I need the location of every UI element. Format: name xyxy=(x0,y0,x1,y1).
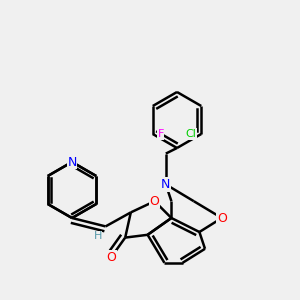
Text: F: F xyxy=(158,129,164,139)
Text: Cl: Cl xyxy=(186,129,197,139)
Text: N: N xyxy=(161,178,170,191)
Text: O: O xyxy=(217,212,227,224)
Text: O: O xyxy=(106,251,116,264)
Text: O: O xyxy=(150,195,160,208)
Text: N: N xyxy=(67,155,77,169)
Text: H: H xyxy=(93,231,102,242)
